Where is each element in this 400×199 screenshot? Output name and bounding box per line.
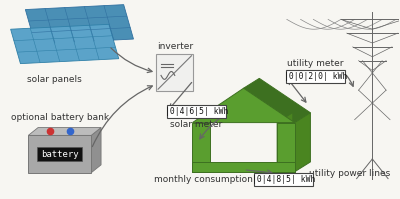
Text: inverter: inverter: [157, 42, 193, 51]
Text: solar meter: solar meter: [170, 120, 222, 129]
FancyBboxPatch shape: [286, 70, 345, 83]
Text: battery: battery: [41, 150, 78, 159]
Polygon shape: [295, 113, 310, 172]
Polygon shape: [244, 78, 310, 123]
Text: optional battery bank: optional battery bank: [11, 113, 109, 122]
Text: |0|0|2|0| kWh: |0|0|2|0| kWh: [284, 72, 347, 81]
FancyBboxPatch shape: [277, 123, 295, 172]
Text: |0|4|8|5| kWh: |0|4|8|5| kWh: [252, 175, 316, 184]
FancyBboxPatch shape: [192, 123, 210, 172]
Text: solar panels: solar panels: [28, 75, 82, 84]
Text: utility power lines: utility power lines: [309, 169, 390, 178]
FancyBboxPatch shape: [37, 147, 82, 161]
Polygon shape: [277, 113, 293, 162]
Text: monthly consumption: monthly consumption: [154, 175, 252, 184]
Polygon shape: [25, 5, 134, 44]
Polygon shape: [91, 128, 101, 173]
Text: utility meter: utility meter: [287, 59, 344, 68]
FancyBboxPatch shape: [28, 135, 91, 173]
FancyBboxPatch shape: [167, 105, 226, 118]
FancyBboxPatch shape: [192, 162, 295, 172]
FancyBboxPatch shape: [254, 173, 313, 186]
Text: |0|4|6|5| kWh: |0|4|6|5| kWh: [165, 107, 228, 116]
Polygon shape: [192, 88, 295, 123]
Polygon shape: [28, 128, 101, 135]
FancyBboxPatch shape: [156, 54, 194, 91]
Polygon shape: [11, 24, 119, 64]
